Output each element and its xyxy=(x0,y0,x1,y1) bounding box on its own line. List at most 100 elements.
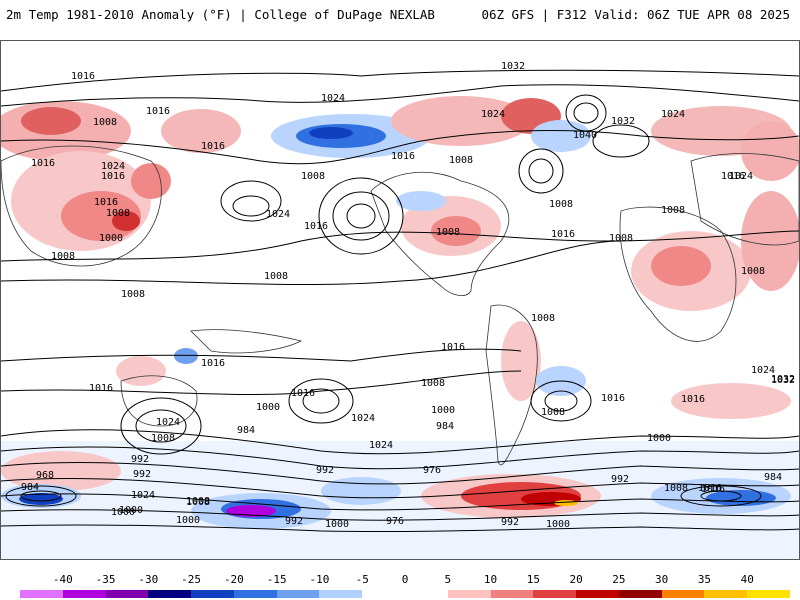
isobar-label: 1024 xyxy=(481,109,505,120)
colorbar-tick-label: -10 xyxy=(309,573,330,586)
isobar-label: 1008 xyxy=(301,171,325,182)
colorbar-segment xyxy=(20,590,64,598)
colorbar-tick-label: 25 xyxy=(612,573,626,586)
isobar-label: 1016 xyxy=(304,221,328,232)
isobar-label: 1016 xyxy=(89,383,113,394)
isobar-label: 1008 xyxy=(449,155,473,166)
isobar-label: 1000 xyxy=(176,515,200,526)
colorbar-tick-label: -40 xyxy=(52,573,73,586)
isobar-label: 1016 xyxy=(441,342,465,353)
isobar-label: 992 xyxy=(133,469,151,480)
isobar-label: 1024 xyxy=(351,413,375,424)
isobar-label: 1016 xyxy=(721,171,745,182)
isobar-label: 1008 xyxy=(151,433,175,444)
isobar-label: 1032 xyxy=(611,116,635,127)
isobar-label: 984 xyxy=(237,425,255,436)
isobar-label: 1016 xyxy=(391,151,415,162)
colorbar-tick-label: -15 xyxy=(266,573,287,586)
isobar-label: 1000 xyxy=(647,433,671,444)
isobar-label: 992 xyxy=(316,465,334,476)
colorbar: -40 -35 -30 -25 -20 -15 -10 -5 0 5 10 15 20 25 30 35 40 xyxy=(0,568,800,600)
colorbar-segment xyxy=(62,590,107,598)
isobar-label: 1016 xyxy=(698,483,722,494)
isobar-label: 1016 xyxy=(31,158,55,169)
colorbar-segment xyxy=(319,590,363,598)
isobar-label: 1032 xyxy=(771,375,795,386)
colorbar-tick-label: 15 xyxy=(526,573,540,586)
colorbar-segment xyxy=(704,590,748,598)
isobar-label: 1008 xyxy=(531,313,555,324)
colorbar-segment xyxy=(362,590,406,598)
map-panel[interactable]: 1016 1032 1024 1008 1016 1024 1040 1032 1008 1024… xyxy=(0,40,800,560)
isobar-label: 1008 xyxy=(51,251,75,262)
colorbar-segment xyxy=(490,590,534,598)
isobar-label: 1024 xyxy=(156,417,180,428)
isobar-label: 1016 xyxy=(201,141,225,152)
isobar-label: 1016 xyxy=(701,484,725,495)
isobar-label: 1024 xyxy=(369,440,393,451)
coastlines xyxy=(1,145,799,466)
isobar-label: 1024 xyxy=(729,171,753,182)
isobar-label: 1008 xyxy=(609,233,633,244)
colorbar-segment xyxy=(618,590,663,598)
colorbar-tick-label: -30 xyxy=(138,573,159,586)
isobar-label: 1000 xyxy=(325,519,349,530)
isobar-label: 992 xyxy=(501,517,519,528)
isobar-label: 1032 xyxy=(771,374,795,385)
colorbar-segment xyxy=(447,590,492,598)
isobar-label: 1024 xyxy=(266,209,290,220)
colorbar-tick-label: -5 xyxy=(355,573,369,586)
colorbar-segment xyxy=(148,590,192,598)
isobar-contours xyxy=(1,69,799,533)
isobar-label: 1024 xyxy=(101,161,125,172)
isobar-label: 1008 xyxy=(549,199,573,210)
isobar-label: 1008 xyxy=(186,496,210,507)
isobar-label: 1024 xyxy=(321,93,345,104)
colorbar-tick-label: 5 xyxy=(444,573,452,586)
isobar-label: 1008 xyxy=(186,497,210,508)
colorbar-segment xyxy=(661,590,705,598)
isobar-label: 992 xyxy=(131,454,149,465)
isobar-label: 992 xyxy=(611,474,629,485)
colorbar-tick-label: 0 xyxy=(401,573,409,586)
isobar-label: 1016 xyxy=(601,393,625,404)
model-valid-time: 06Z GFS | F312 Valid: 06Z TUE APR 08 202… xyxy=(481,7,790,22)
isobar-label: 968 xyxy=(36,470,54,481)
isobar-label: 984 xyxy=(21,482,39,493)
isobar-label: 984 xyxy=(436,421,454,432)
colorbar-tick-label: 10 xyxy=(483,573,498,586)
isobar-label: 984 xyxy=(764,472,782,483)
colorbar-tick-label: -20 xyxy=(223,573,244,586)
colorbar-tick-label: 35 xyxy=(697,573,712,586)
isobar-label: 1000 xyxy=(119,505,143,516)
isobar-label: 1016 xyxy=(71,71,95,82)
isobar-label: 976 xyxy=(423,465,441,476)
isobar-label: 1016 xyxy=(681,394,705,405)
colorbar-segment xyxy=(276,590,320,598)
colorbar-segment xyxy=(576,590,620,598)
isobar-label: 1024 xyxy=(661,109,685,120)
isobar-label: 1008 xyxy=(106,208,130,219)
isobar-label: 1000 xyxy=(99,233,123,244)
colorbar-segment xyxy=(233,590,278,598)
header: 2m Temp 1981-2010 Anomaly (°F) | College… xyxy=(0,0,800,30)
isobar-label: 1024 xyxy=(751,365,775,376)
isobar-label: 1008 xyxy=(664,483,688,494)
isobar-label: 1024 xyxy=(131,490,155,501)
isobar-label: 1040 xyxy=(573,130,597,141)
colorbar-tick-label: 30 xyxy=(655,573,669,586)
isobar-label: 1016 xyxy=(94,197,118,208)
colorbar-tick-label: 20 xyxy=(569,573,583,586)
isobar-label: 1008 xyxy=(541,407,565,418)
isobar-label: 1008 xyxy=(93,117,117,128)
isobar-label: 1016 xyxy=(201,358,225,369)
isobar-label: 1008 xyxy=(264,271,288,282)
isobar-label: 1008 xyxy=(741,266,765,277)
isobar-label: 1032 xyxy=(501,61,525,72)
colorbar-segment xyxy=(533,590,577,598)
isobar-label: 976 xyxy=(386,516,404,527)
isobar-label: 1000 xyxy=(256,402,280,413)
colorbar-segment xyxy=(105,590,149,598)
